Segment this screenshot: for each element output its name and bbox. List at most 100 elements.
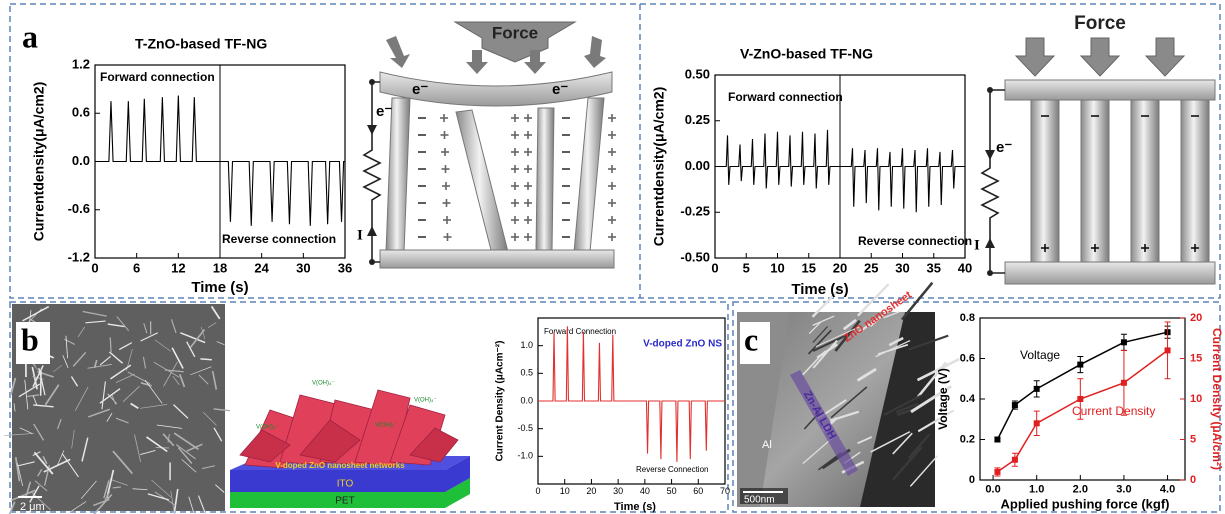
- flake: [830, 386, 868, 419]
- data-point: [1011, 456, 1018, 463]
- flake: [24, 481, 32, 499]
- x-tick-label: 15: [802, 260, 816, 275]
- chart: -1.2 -0.6 0.0 0.6 1.2 0 6 12 18 24 30 36 T-ZnO-based…: [31, 36, 353, 296]
- flake: [77, 326, 86, 338]
- x-tick-label: 18: [213, 260, 227, 275]
- flake: [17, 463, 24, 487]
- flake: [189, 328, 206, 348]
- data-point: [1164, 347, 1171, 354]
- flake: [801, 350, 826, 376]
- nanowire: [1180, 99, 1210, 263]
- dark-region: [860, 312, 935, 507]
- arrow: [466, 50, 488, 74]
- flake: [177, 447, 193, 464]
- sheet: [299, 419, 361, 463]
- data-point: [994, 468, 1001, 475]
- flake: [907, 433, 931, 459]
- flake: [895, 402, 919, 414]
- bottom-electrode: [1004, 261, 1216, 285]
- y-axis-label: Voltage (V): [936, 368, 950, 430]
- flake: [203, 411, 217, 426]
- x-tick-label: 0: [91, 260, 98, 275]
- y-tick-label: 0.50: [685, 66, 710, 81]
- x-tick-label: 40: [640, 486, 650, 496]
- device-schematic: V(OH)₄⁻ V(OH)₄⁻ V(OH)₄⁻ V(OH)₄⁻ V-doped …: [230, 381, 470, 508]
- pet-layer: [230, 478, 470, 508]
- y-tick-label: 0.6: [960, 352, 975, 364]
- flake: [186, 341, 196, 358]
- sem-texture: [4, 305, 231, 514]
- electron-label: e⁻: [412, 81, 428, 98]
- series-label: Voltage: [1020, 348, 1060, 362]
- flake: [180, 332, 206, 344]
- sem-texture: [801, 281, 960, 487]
- y-axis-label: Currentdensity(μA/cm2): [31, 82, 47, 241]
- x-tick-label: 6: [133, 260, 140, 275]
- series-label: Current Density: [1072, 404, 1155, 418]
- flake: [215, 484, 225, 493]
- flake: [812, 339, 838, 369]
- node: [369, 259, 375, 265]
- y-tick-label: 0.2: [960, 433, 975, 445]
- ion-label: V(OH)₄⁻: [256, 425, 279, 431]
- flake: [170, 319, 177, 334]
- node: [369, 79, 375, 85]
- diagram-t-zno: Force e⁻ I e⁻ e⁻: [357, 21, 616, 269]
- flake: [106, 412, 113, 422]
- flake: [32, 365, 44, 388]
- ion-label: V(OH)₄⁻: [414, 398, 437, 404]
- flake: [146, 436, 168, 453]
- nanowire: [1080, 99, 1110, 263]
- y-tick-label: -0.50: [680, 249, 710, 264]
- flake: [144, 379, 163, 404]
- flake: [72, 351, 87, 367]
- flake: [101, 381, 106, 410]
- panel-b-frame: [9, 301, 729, 513]
- flake: [112, 486, 121, 489]
- charts: -1.2 -0.6 0.0 0.6 1.2 0 6 12 18 24 30 36 T-ZnO-based…: [31, 36, 1224, 513]
- ldh-strip: [790, 370, 858, 476]
- flake: [856, 367, 877, 382]
- flake: [140, 332, 159, 342]
- y-tick-label: 1.0: [520, 340, 533, 350]
- flake: [916, 361, 948, 398]
- flake: [99, 388, 121, 404]
- data-line: [95, 95, 345, 226]
- flake: [147, 493, 169, 501]
- data-point: [1033, 420, 1040, 427]
- x-tick-label: 10: [560, 486, 570, 496]
- flake: [857, 436, 873, 445]
- flake: [142, 356, 147, 369]
- flake: [65, 335, 69, 359]
- flake: [44, 384, 60, 406]
- flake: [42, 455, 48, 465]
- flake: [110, 364, 132, 380]
- flake: [109, 478, 128, 486]
- x-axis-label: Time (s): [191, 279, 248, 296]
- flake: [140, 450, 156, 455]
- y-tick-label: 0.0: [520, 395, 533, 405]
- current-label: I: [357, 227, 363, 243]
- x-tick-label: 40: [958, 260, 972, 275]
- x-tick-label: 50: [667, 486, 677, 496]
- y-tick-label: 0.25: [685, 112, 710, 127]
- annotation: Forward Connection: [544, 327, 616, 336]
- flake: [892, 432, 913, 455]
- node: [987, 87, 993, 93]
- flake: [198, 374, 209, 385]
- flake: [815, 326, 860, 348]
- data-point: [1033, 385, 1040, 392]
- flake: [156, 424, 182, 429]
- flake: [93, 494, 113, 514]
- nanowire: [1130, 99, 1160, 263]
- flake: [81, 437, 89, 462]
- flake: [211, 370, 218, 390]
- flake: [812, 333, 849, 352]
- flake: [56, 450, 65, 466]
- force-arrows: [1014, 37, 1186, 77]
- scale-label: 500nm: [744, 495, 775, 506]
- y2-tick-label: 20: [1190, 312, 1202, 324]
- chart-title: V-ZnO-based TF-NG: [740, 46, 873, 62]
- flake: [99, 355, 112, 366]
- sem-image-c: Al ZnO nanosheet Zn-Al LDH 500nm: [737, 281, 960, 507]
